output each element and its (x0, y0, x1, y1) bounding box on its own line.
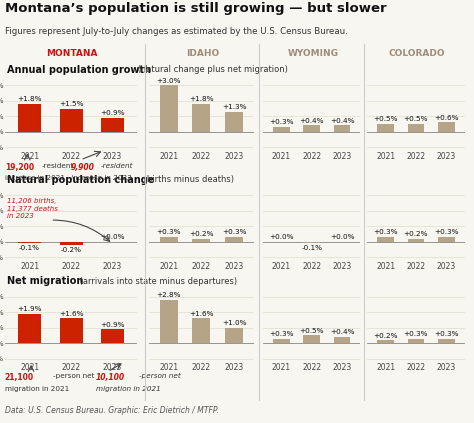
Text: -resident: -resident (42, 163, 74, 169)
Text: +0.3%: +0.3% (156, 229, 181, 236)
Text: -0.2%: -0.2% (61, 247, 82, 253)
Text: +0.3%: +0.3% (269, 331, 293, 337)
Bar (101, 118, 124, 132)
Bar (334, 126, 350, 132)
Bar (18, 242, 41, 243)
Text: +0.9%: +0.9% (100, 110, 125, 116)
Text: +2.8%: +2.8% (156, 292, 181, 299)
Bar (225, 328, 243, 343)
Bar (438, 338, 455, 343)
Text: +1.6%: +1.6% (59, 311, 83, 317)
Bar (60, 242, 82, 245)
Bar (18, 104, 41, 132)
Text: increase in 2021: increase in 2021 (5, 175, 65, 181)
Text: migration in 2021: migration in 2021 (96, 386, 161, 392)
Text: -0.1%: -0.1% (19, 245, 40, 251)
Text: 19,200: 19,200 (5, 163, 34, 172)
Text: IDAHO: IDAHO (186, 49, 219, 58)
Text: +0.5%: +0.5% (300, 328, 324, 334)
Bar (377, 237, 394, 242)
Text: +1.9%: +1.9% (18, 306, 42, 312)
Text: Montana’s population is still growing — but slower: Montana’s population is still growing — … (5, 2, 386, 15)
Text: +0.4%: +0.4% (330, 330, 354, 335)
Text: +0.0%: +0.0% (330, 234, 354, 240)
Text: -person net: -person net (53, 373, 94, 379)
Bar (377, 340, 394, 343)
Bar (438, 237, 455, 242)
Text: +0.6%: +0.6% (434, 115, 458, 121)
Bar (160, 237, 178, 242)
Bar (60, 319, 82, 343)
Text: (natural change plus net migration): (natural change plus net migration) (135, 65, 288, 74)
Text: +1.3%: +1.3% (222, 104, 246, 110)
Text: (births minus deaths): (births minus deaths) (141, 175, 234, 184)
Bar (160, 300, 178, 343)
Text: 11,377 deaths: 11,377 deaths (7, 206, 58, 212)
Text: +0.3%: +0.3% (434, 331, 458, 337)
Text: -resident: -resident (100, 163, 133, 169)
Text: +0.2%: +0.2% (189, 231, 214, 237)
Bar (303, 126, 320, 132)
Text: +0.5%: +0.5% (374, 116, 398, 122)
Text: migration in 2021: migration in 2021 (5, 386, 69, 392)
Text: 11,206 births,: 11,206 births, (7, 198, 56, 204)
Text: Annual population growth: Annual population growth (7, 65, 151, 75)
Text: +0.9%: +0.9% (100, 322, 125, 328)
Text: MONTANA: MONTANA (46, 49, 98, 58)
Text: +0.3%: +0.3% (404, 331, 428, 337)
Bar (192, 104, 210, 132)
Bar (101, 329, 124, 343)
Bar (408, 338, 424, 343)
Bar (303, 242, 320, 243)
Bar (18, 314, 41, 343)
Text: +1.8%: +1.8% (18, 96, 42, 102)
Text: -0.1%: -0.1% (301, 245, 322, 251)
Text: (arrivals into state minus departures): (arrivals into state minus departures) (76, 277, 237, 286)
Bar (273, 338, 290, 343)
Text: +0.3%: +0.3% (269, 119, 293, 126)
Bar (160, 85, 178, 132)
Bar (334, 337, 350, 343)
Text: 10,100: 10,100 (96, 373, 125, 382)
Text: Net migration: Net migration (7, 276, 83, 286)
Text: COLORADO: COLORADO (389, 49, 446, 58)
Text: WYOMING: WYOMING (287, 49, 338, 58)
Text: +1.8%: +1.8% (189, 96, 214, 102)
Text: +1.5%: +1.5% (59, 101, 83, 107)
Bar (408, 124, 424, 132)
Text: -person net: -person net (139, 373, 181, 379)
Text: Data: U.S. Census Bureau. Graphic: Eric Dietrich / MTFP.: Data: U.S. Census Bureau. Graphic: Eric … (5, 406, 219, 415)
Text: +0.5%: +0.5% (404, 116, 428, 122)
Text: +1.0%: +1.0% (222, 320, 246, 326)
Bar (225, 112, 243, 132)
Text: 21,100: 21,100 (5, 373, 34, 382)
Text: +1.6%: +1.6% (189, 311, 214, 317)
Text: increase in 2023: increase in 2023 (71, 175, 132, 181)
Text: +0.4%: +0.4% (300, 118, 324, 124)
Text: +3.0%: +3.0% (156, 78, 181, 84)
Bar (303, 335, 320, 343)
Bar (60, 109, 82, 132)
Text: +0.3%: +0.3% (222, 229, 246, 236)
Bar (408, 239, 424, 242)
Text: Figures represent July-to-July changes as estimated by the U.S. Census Bureau.: Figures represent July-to-July changes a… (5, 27, 347, 36)
Text: +0.3%: +0.3% (374, 229, 398, 236)
Bar (192, 319, 210, 343)
Bar (438, 122, 455, 132)
Bar (192, 239, 210, 242)
Text: +0.2%: +0.2% (374, 332, 398, 338)
Text: in 2023: in 2023 (7, 213, 34, 219)
Text: +0.2%: +0.2% (404, 231, 428, 237)
Text: +0.0%: +0.0% (100, 234, 125, 240)
Text: +0.3%: +0.3% (434, 229, 458, 236)
Text: Natural population change: Natural population change (7, 175, 155, 185)
Text: +0.4%: +0.4% (330, 118, 354, 124)
Bar (273, 127, 290, 132)
Text: 9,900: 9,900 (71, 163, 95, 172)
Bar (225, 237, 243, 242)
Text: +0.0%: +0.0% (269, 234, 293, 240)
Bar (377, 124, 394, 132)
